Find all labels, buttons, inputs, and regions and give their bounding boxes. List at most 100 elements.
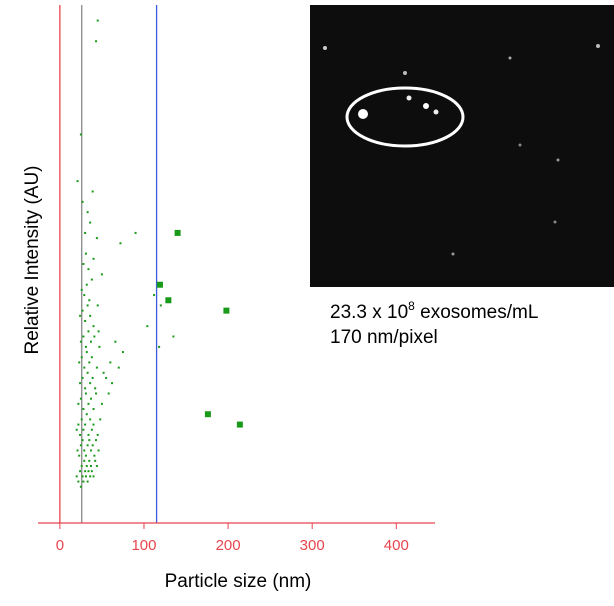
data-point bbox=[81, 200, 84, 203]
data-point bbox=[79, 444, 82, 447]
inset-spot bbox=[433, 109, 439, 115]
data-point bbox=[85, 413, 88, 416]
data-point bbox=[79, 485, 82, 488]
data-point bbox=[79, 470, 82, 473]
data-point bbox=[92, 325, 95, 328]
inset-spot bbox=[596, 44, 600, 48]
caption-text: 23.3 x 10 bbox=[330, 302, 408, 323]
data-point bbox=[100, 273, 103, 276]
data-point bbox=[100, 402, 103, 405]
data-point bbox=[87, 470, 90, 473]
inset-spot bbox=[323, 46, 327, 50]
data-point bbox=[156, 281, 163, 288]
data-point bbox=[84, 387, 87, 390]
data-point bbox=[84, 423, 87, 426]
x-tick-label: 0 bbox=[56, 537, 64, 554]
x-tick-label: 300 bbox=[300, 537, 325, 554]
data-point bbox=[81, 439, 84, 442]
data-point bbox=[84, 319, 87, 322]
data-point bbox=[109, 361, 112, 364]
data-point bbox=[85, 283, 88, 286]
data-point bbox=[86, 480, 89, 483]
data-point bbox=[84, 470, 87, 473]
data-point bbox=[117, 366, 120, 369]
data-point bbox=[77, 480, 80, 483]
data-point bbox=[94, 459, 97, 462]
inset-spot bbox=[423, 103, 429, 109]
data-point bbox=[146, 325, 149, 328]
data-point bbox=[204, 411, 211, 418]
data-point bbox=[81, 376, 84, 379]
inset-spot bbox=[518, 143, 522, 147]
data-point bbox=[86, 444, 89, 447]
inset-caption: 23.3 x 108 exosomes/mL bbox=[330, 299, 538, 323]
data-point bbox=[95, 237, 98, 240]
data-point bbox=[88, 361, 91, 364]
data-point bbox=[83, 459, 86, 462]
data-point bbox=[76, 449, 79, 452]
data-point bbox=[97, 330, 100, 333]
x-tick-label: 100 bbox=[131, 537, 156, 554]
data-point bbox=[91, 376, 94, 379]
data-point bbox=[89, 382, 92, 385]
y-axis-label: Relative Intensity (AU) bbox=[22, 165, 43, 354]
data-point bbox=[80, 288, 83, 291]
data-point bbox=[111, 382, 114, 385]
data-point bbox=[82, 335, 85, 338]
data-point bbox=[172, 335, 175, 338]
inset-spot bbox=[406, 95, 412, 101]
data-point bbox=[84, 454, 87, 457]
data-point bbox=[95, 392, 98, 395]
data-point bbox=[85, 465, 88, 468]
data-point bbox=[105, 376, 108, 379]
data-point bbox=[76, 180, 79, 183]
data-point bbox=[92, 423, 95, 426]
data-point bbox=[95, 465, 98, 468]
data-point bbox=[79, 397, 82, 400]
data-point bbox=[90, 278, 93, 281]
data-point bbox=[86, 371, 89, 374]
data-point bbox=[134, 231, 137, 234]
data-point bbox=[92, 257, 95, 260]
inset-spot bbox=[403, 71, 407, 75]
microscopy-inset: 23.3 x 108 exosomes/mL 170 nm/pixel bbox=[310, 5, 614, 348]
data-point bbox=[79, 133, 82, 136]
data-point bbox=[78, 361, 81, 364]
data-point bbox=[86, 211, 89, 214]
data-point bbox=[75, 428, 78, 431]
x-tick-label: 200 bbox=[216, 537, 241, 554]
inset-spot bbox=[358, 109, 368, 119]
data-point bbox=[153, 294, 156, 297]
data-point bbox=[92, 408, 95, 411]
data-point bbox=[102, 371, 105, 374]
highlight-ellipse bbox=[345, 86, 465, 148]
data-point bbox=[91, 444, 94, 447]
inset-caption: 170 nm/pixel bbox=[330, 327, 438, 348]
data-point bbox=[82, 480, 85, 483]
data-point bbox=[77, 402, 80, 405]
data-point bbox=[87, 402, 90, 405]
x-axis-label: Particle size (nm) bbox=[165, 571, 312, 592]
data-point bbox=[83, 366, 86, 369]
data-point bbox=[90, 428, 93, 431]
data-point bbox=[89, 314, 92, 317]
data-point bbox=[88, 439, 91, 442]
data-point bbox=[79, 433, 82, 436]
data-point bbox=[114, 340, 117, 343]
data-point bbox=[165, 297, 172, 304]
data-point bbox=[84, 231, 87, 234]
inset-image bbox=[310, 5, 614, 287]
data-point bbox=[89, 475, 92, 478]
data-point bbox=[91, 190, 94, 193]
inset-spot bbox=[556, 158, 560, 162]
data-point bbox=[82, 428, 85, 431]
data-point bbox=[77, 423, 80, 426]
caption-suffix: exosomes/mL bbox=[415, 302, 539, 323]
data-point bbox=[81, 309, 84, 312]
caption-superscript: 8 bbox=[408, 299, 415, 313]
data-point bbox=[93, 335, 96, 338]
data-point bbox=[159, 304, 162, 307]
data-point bbox=[158, 345, 161, 348]
data-point bbox=[96, 433, 99, 436]
data-point bbox=[82, 408, 85, 411]
